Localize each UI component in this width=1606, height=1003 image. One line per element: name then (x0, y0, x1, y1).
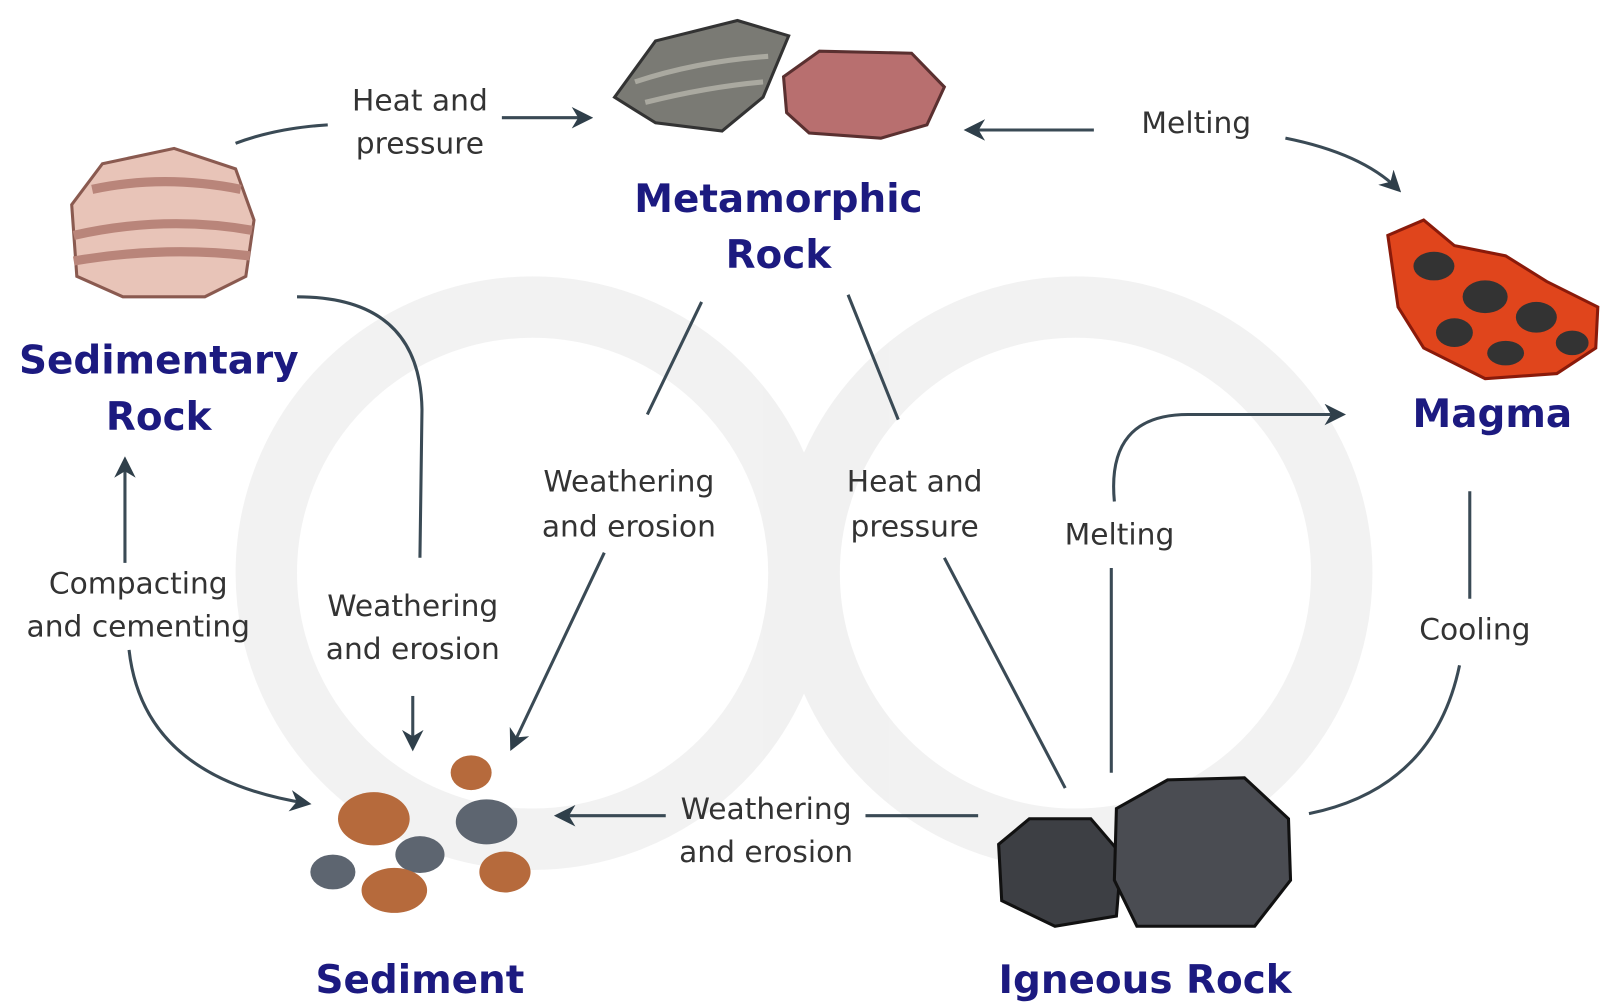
watermark (266, 307, 1341, 839)
edge-label: Weathering (543, 464, 714, 499)
arrow (512, 553, 604, 747)
line (944, 558, 1065, 788)
line (236, 125, 328, 143)
edge-label: pressure (851, 509, 979, 544)
rock-cycle-diagram: Sedimentary Rock Metamorphic Rock Magma … (0, 0, 1606, 1003)
edge-label: Heat and (847, 464, 983, 499)
edge-label: Melting (1065, 517, 1175, 552)
edge-label: and erosion (542, 509, 716, 544)
node-label: Igneous Rock (999, 958, 1293, 1003)
edge-label: Cooling (1419, 613, 1530, 648)
edge-label: and erosion (326, 632, 500, 667)
node-label: Rock (106, 395, 213, 440)
edge-label: Melting (1141, 106, 1251, 141)
edge-label: and cementing (27, 610, 251, 645)
edge-label: and erosion (679, 835, 853, 870)
node-label: Rock (726, 233, 833, 278)
node-label: Magma (1412, 392, 1572, 437)
magma-icon (1388, 220, 1598, 379)
arrow (1285, 138, 1398, 189)
node-label: Sediment (316, 958, 525, 1003)
sedimentary-rock-icon (72, 148, 254, 296)
edge-label: Heat and (352, 84, 488, 119)
igneous-rock-icon (999, 778, 1291, 926)
page: Sedimentary Rock Metamorphic Rock Magma … (0, 0, 1606, 1003)
edge-label: Compacting (49, 567, 228, 602)
edge-label: Weathering (681, 792, 852, 827)
edge-label: pressure (356, 127, 484, 162)
node-label: Sedimentary (19, 339, 299, 384)
node-label: Metamorphic (634, 177, 922, 222)
edge-label: Weathering (327, 589, 498, 624)
metamorphic-rock-icon (615, 20, 945, 138)
